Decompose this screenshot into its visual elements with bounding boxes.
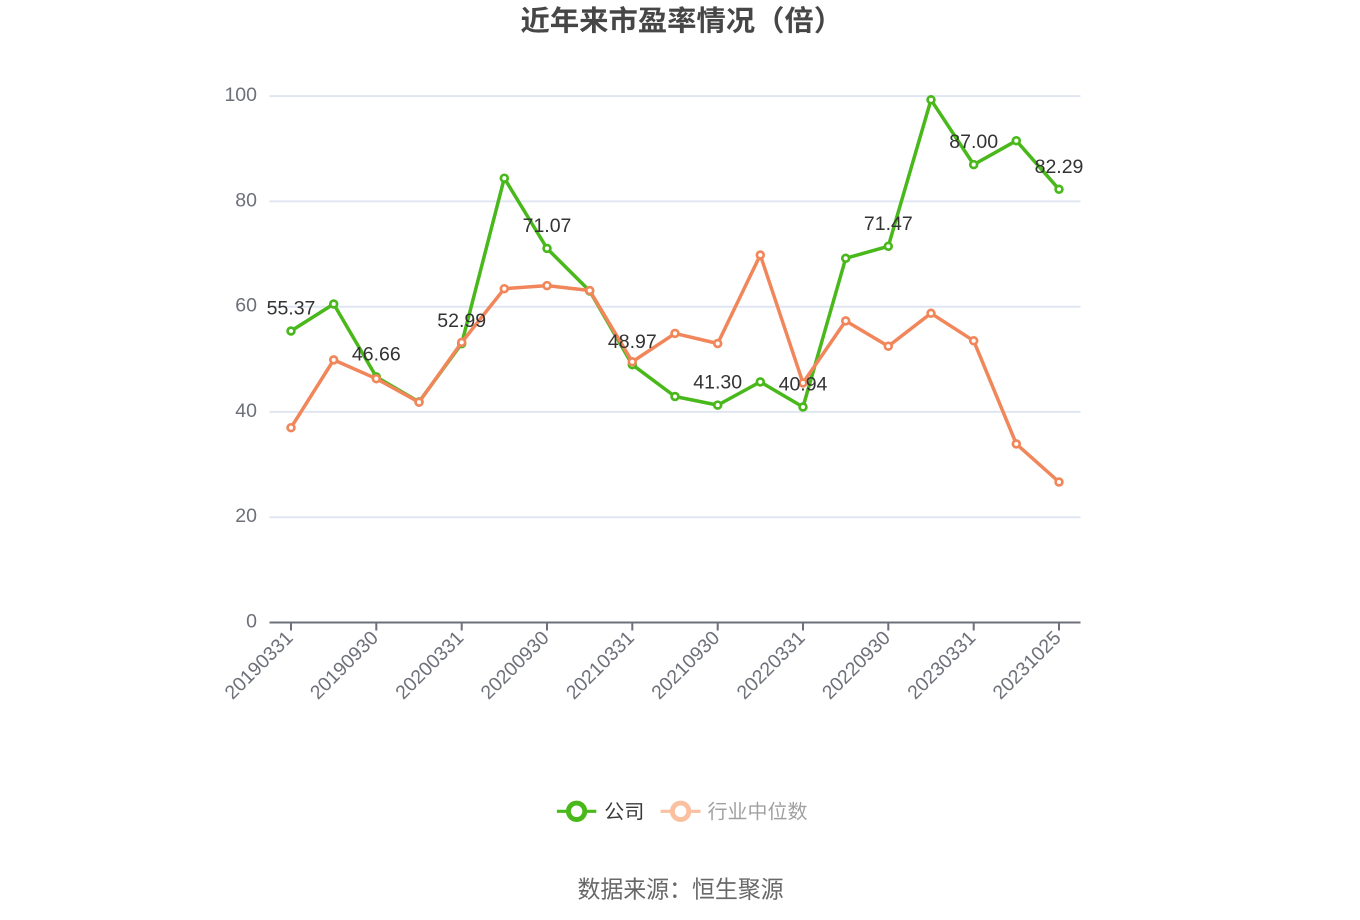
svg-text:80: 80 [235, 189, 257, 211]
svg-text:52.99: 52.99 [437, 310, 486, 332]
svg-text:82.29: 82.29 [1035, 156, 1084, 178]
svg-text:100: 100 [224, 84, 257, 106]
svg-text:20: 20 [235, 505, 257, 527]
svg-text:71.47: 71.47 [864, 213, 913, 235]
svg-text:46.66: 46.66 [352, 343, 401, 365]
svg-text:55.37: 55.37 [267, 298, 316, 320]
svg-text:40: 40 [235, 400, 257, 422]
svg-text:0: 0 [246, 611, 257, 633]
svg-text:87.00: 87.00 [949, 131, 998, 153]
svg-text:48.97: 48.97 [608, 331, 657, 353]
svg-text:71.07: 71.07 [523, 215, 572, 237]
svg-text:60: 60 [235, 295, 257, 317]
svg-text:40.94: 40.94 [779, 374, 828, 396]
svg-text:41.30: 41.30 [693, 372, 742, 394]
